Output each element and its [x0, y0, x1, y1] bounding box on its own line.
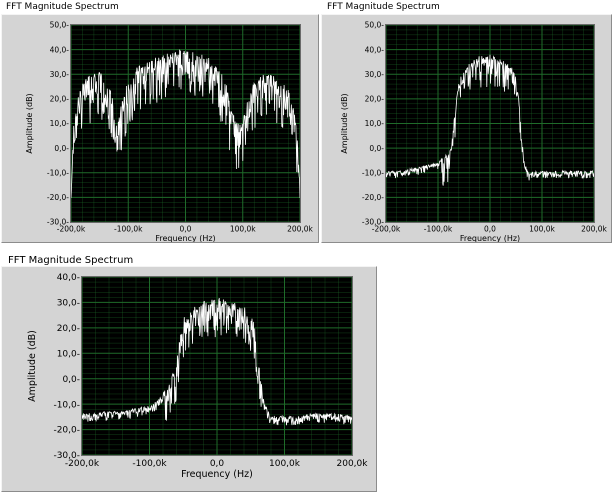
x-tick-label: -200,0k [65, 459, 100, 469]
graph-2-panel[interactable]: -30,0- -20,0- -10,0- 0,0- 10,0- 20,0- 30,0- 40,… [321, 14, 612, 243]
x-tick-label: 0,0 [210, 459, 225, 469]
graph-3-caption: FFT Magnitude Spectrum [8, 255, 134, 266]
y-tick-label: -20,0- [53, 426, 80, 436]
spectrum-trace [386, 54, 594, 186]
y-tick-label: 0,0- [62, 375, 80, 385]
y-tick-label: -10,0- [53, 400, 80, 410]
y-tick-label: 0,0- [54, 144, 69, 153]
x-axis-title: Frequency (Hz) [155, 234, 215, 242]
y-tick-label: -30,0- [47, 218, 69, 227]
spectrum-trace [82, 297, 352, 426]
plot-frame [70, 24, 301, 223]
x-tick-label: 200,0k [287, 225, 313, 234]
grid [385, 24, 595, 223]
x-tick-label: -100,0k [114, 225, 143, 234]
spectrum-trace [71, 49, 300, 199]
graph-2-chart: -30,0- -20,0- -10,0- 0,0- 10,0- 20,0- 30,0- 40,… [340, 21, 608, 242]
x-tick-label: 200,0k [337, 459, 369, 469]
graph-2-caption: FFT Magnitude Spectrum [327, 2, 440, 12]
y-axis-title: Amplitude (dB) [340, 93, 349, 153]
graph-3-chart: -30,0- -20,0- -10,0- 0,0- 10,0- 20,0- 30,0- 40,… [27, 273, 369, 480]
y-tick-label: -20,0- [47, 193, 69, 202]
y-tick-label: 0,0- [369, 144, 384, 153]
y-tick-label: 50,0- [50, 21, 70, 30]
x-tick-label: 200,0k [581, 225, 607, 234]
y-tick-label: 10,0- [365, 119, 385, 128]
graph-1-caption: FFT Magnitude Spectrum [6, 2, 119, 12]
x-tick-label: -100,0k [424, 225, 453, 234]
y-axis-title: Amplitude (dB) [25, 93, 34, 153]
plot-frame [81, 276, 353, 456]
y-axis-title: Amplitude (dB) [27, 330, 38, 402]
x-tick-label: 0,0 [484, 225, 496, 234]
graph-3-panel[interactable]: -30,0- -20,0- -10,0- 0,0- 10,0- 20,0- 30,0- 40,… [1, 266, 377, 492]
x-tick-label: 100,0k [230, 225, 256, 234]
y-tick-label: -20,0- [362, 193, 384, 202]
plot-frame [385, 24, 595, 223]
y-tick-label: 40,0- [50, 45, 70, 54]
y-tick-label: 10,0- [57, 349, 80, 359]
x-tick-label: 0,0 [180, 225, 192, 234]
x-axis-title: Frequency (Hz) [460, 234, 520, 242]
y-tick-label: 40,0- [365, 45, 385, 54]
y-tick-label: 40,0- [57, 273, 80, 283]
graph-1-panel[interactable]: -30,0- -20,0- -10,0- 0,0- 10,0- 20,0- 30,0- 40,… [1, 14, 319, 243]
x-axis-title: Frequency (Hz) [181, 469, 253, 480]
y-tick-label: 50,0- [365, 21, 385, 30]
y-tick-label: -30,0- [53, 451, 80, 461]
x-tick-label: -200,0k [372, 225, 401, 234]
y-tick-label: 20,0- [50, 95, 70, 104]
graph-1-chart: -30,0- -20,0- -10,0- 0,0- 10,0- 20,0- 30,0- 40,… [25, 21, 314, 242]
y-tick-label: -10,0- [362, 168, 384, 177]
x-tick-label: 100,0k [529, 225, 555, 234]
y-tick-label: 10,0- [50, 119, 70, 128]
y-tick-label: 30,0- [365, 70, 385, 79]
y-tick-label: 20,0- [365, 95, 385, 104]
x-tick-label: 100,0k [269, 459, 301, 469]
x-tick-label: -200,0k [57, 225, 86, 234]
y-tick-label: 30,0- [57, 299, 80, 309]
x-tick-label: -100,0k [132, 459, 167, 469]
y-tick-label: -10,0- [47, 168, 69, 177]
grid [81, 276, 353, 456]
y-tick-label: 20,0- [57, 324, 80, 334]
y-tick-label: -30,0- [362, 218, 384, 227]
y-tick-label: 30,0- [50, 70, 70, 79]
